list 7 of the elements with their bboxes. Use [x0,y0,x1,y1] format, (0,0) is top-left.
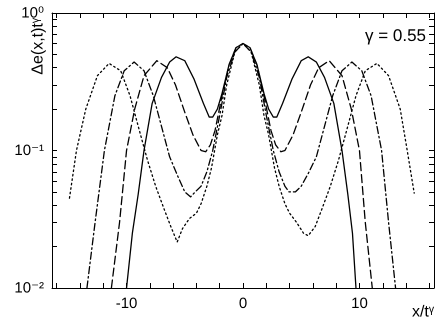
y-tick-label: 10⁻¹ [14,142,44,159]
x-tick-label: 0 [238,295,248,312]
x-tick-label: -10 [116,295,138,312]
y-tick-label: 10⁻² [14,280,44,296]
x-axis-title: x/tᵞ [412,304,435,320]
x-tick-label: 10 [351,295,368,312]
annotation: γ = 0.55 [365,26,426,45]
